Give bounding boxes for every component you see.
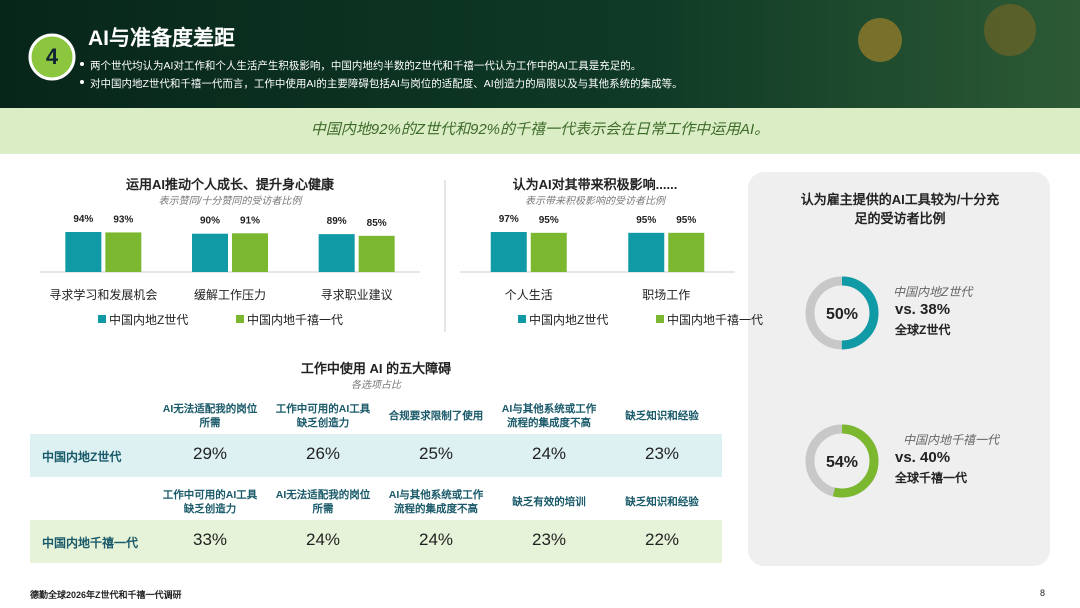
row-name: 中国内地千禧一代 [42,536,139,550]
legend-label: 中国内地Z世代 [109,313,189,327]
chart-title: 认为AI对其带来积极影响...... [512,177,678,192]
row-bg [30,520,722,563]
column-header: 缺乏有效的培训 [512,496,586,508]
table-title: 工作中使用 AI 的五大障碍 [300,361,452,376]
comparison-group: 全球千禧一代 [895,471,968,485]
bar [318,234,355,272]
column-header: 工作中可用的AI工具缺乏创造力 [162,489,258,515]
cell: 33% [192,530,228,549]
bullet-dot [80,62,84,66]
row-bg [30,434,722,477]
panel-title: 认为雇主提供的AI工具较为/十分充足的受访者比例 [800,192,1000,226]
donut-arc [805,276,879,350]
cell: 23% [644,444,680,463]
footer-source: 德勤全球2026年Z世代和千禧一代调研 [30,590,182,600]
legend-label: 中国内地Z世代 [529,313,609,327]
banner: 中国内地92%的Z世代和92%的千禧一代表示会在日常工作中运用AI。 [310,121,770,138]
cell: 24% [418,530,454,549]
panel-bg [748,172,1050,566]
bullet: 对中国内地Z世代和千禧一代而言，工作中使用AI的主要障碍包括AI与岗位的适配度、… [90,78,683,90]
comparison: vs. 38% [895,301,951,318]
bar [105,232,142,272]
legend-label: 中国内地千禧一代 [247,313,344,327]
chart-subtitle: 表示赞同/十分赞同的受访者比例 [158,196,302,207]
row-name: 中国内地Z世代 [42,450,122,464]
legend-swatch [236,315,244,323]
cell: 26% [305,444,341,463]
column-header: AI与其他系统或工作流程的集成度不高 [501,403,597,429]
value-label: 90% [200,216,220,227]
cell: 25% [418,444,454,463]
value-label: 94% [73,214,93,225]
value-label: 93% [113,214,133,225]
column-header: 缺乏知识和经验 [625,410,699,422]
x-tick-label: 寻求职业建议 [320,288,393,302]
badge-number: 4 [45,44,59,69]
bar [358,235,395,272]
comparison: vs. 40% [895,449,951,466]
chart-title: 运用AI推动个人成长、提升身心健康 [125,177,334,192]
bullet-dot [80,80,84,84]
bar [65,232,102,272]
title: AI与准备度差距 [88,27,235,50]
cell: 22% [644,530,680,549]
column-header: 合规要求限制了使用 [388,410,484,422]
chart-subtitle: 表示带来积极影响的受访者比例 [525,196,665,207]
header-bg [0,0,1080,108]
badge [28,33,76,81]
donut-label: 50% [826,306,858,323]
x-tick-label: 职场工作 [642,288,691,302]
bar [490,232,527,272]
donut-label: 54% [826,454,858,471]
table-subtitle: 各选项占比 [351,380,401,391]
bullet: 两个世代均认为AI对工作和个人生活产生积极影响，中国内地约半数的Z世代和千禧一代… [90,60,642,72]
page-number: 8 [1040,588,1046,598]
value-label: 95% [676,215,696,226]
cell: 24% [531,444,567,463]
bar [628,232,665,272]
bar [192,233,228,272]
column-header: AI无法适配我的岗位所需 [162,403,258,429]
legend-swatch [98,315,106,323]
legend-label: 中国内地千禧一代 [667,313,764,327]
decor [984,4,1036,56]
x-tick-label: 缓解工作压力 [193,288,266,302]
value-label: 85% [367,218,387,229]
cell: 23% [531,530,567,549]
value-label: 95% [539,215,559,226]
legend-swatch [656,315,664,323]
column-header: 工作中可用的AI工具缺乏创造力 [275,403,371,429]
donut-arc [805,424,879,498]
value-label: 97% [499,214,519,225]
banner-bg [0,108,1080,154]
value-label: 89% [327,216,347,227]
column-header: AI与其他系统或工作流程的集成度不高 [388,489,484,515]
legend-swatch [518,315,526,323]
bar [668,232,705,272]
group: 中国内地千禧一代 [903,433,1000,447]
column-header: 缺乏知识和经验 [625,496,699,508]
value-label: 91% [240,215,260,226]
decor [858,18,902,62]
bar [232,233,268,272]
x-tick-label: 个人生活 [504,288,553,302]
group: 中国内地Z世代 [893,285,973,299]
cell: 29% [192,444,228,463]
column-header: AI无法适配我的岗位所需 [275,489,371,515]
comparison-group: 全球Z世代 [895,323,951,337]
x-tick-label: 寻求学习和发展机会 [49,288,158,302]
cell: 24% [305,530,341,549]
value-label: 95% [636,215,656,226]
bar [530,232,567,272]
